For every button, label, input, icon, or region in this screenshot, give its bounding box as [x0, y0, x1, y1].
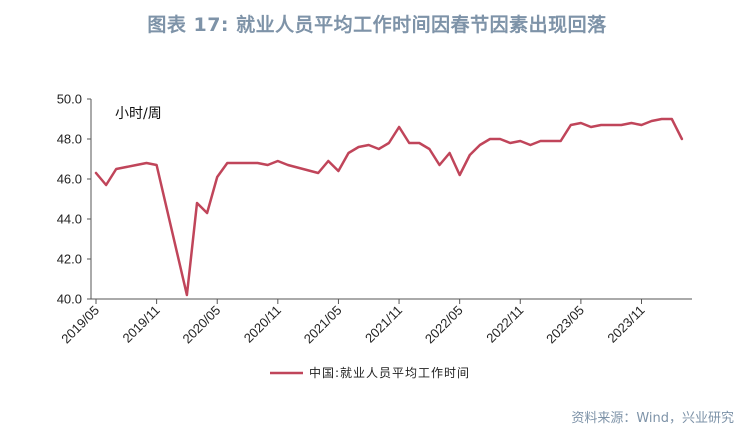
- axes: [90, 99, 692, 300]
- x-tick-label: 2022/11: [483, 303, 526, 346]
- legend: 中国:就业人员平均工作时间: [270, 365, 470, 380]
- x-tick-label: 2021/11: [362, 303, 405, 346]
- x-tick-label: 2019/11: [120, 303, 163, 346]
- y-tick-label: 48.0: [57, 132, 82, 147]
- x-tick-label: 2020/11: [241, 303, 284, 346]
- x-axis-ticks: 2019/05 2019/11 2020/05 2020/11 2021/05 2021/…: [58, 299, 648, 347]
- unit-label: 小时/周: [115, 106, 162, 122]
- x-tick-label: 2021/05: [301, 303, 345, 347]
- y-axis-ticks: 40.0 42.0 44.0 46.0 48.0 50.0: [57, 92, 91, 307]
- source-note: 资料来源：Wind，兴业研究: [571, 411, 734, 426]
- x-tick-label: 2020/05: [180, 303, 224, 347]
- y-tick-label: 42.0: [57, 252, 82, 267]
- series-layer: [94, 117, 684, 297]
- x-tick-label: 2023/05: [543, 303, 587, 347]
- legend-label: 中国:就业人员平均工作时间: [309, 365, 470, 380]
- y-tick-label: 50.0: [57, 92, 82, 107]
- x-tick-label: 2022/05: [422, 303, 466, 347]
- x-tick-label: 2023/11: [604, 303, 647, 346]
- x-tick-label: 2019/05: [58, 303, 102, 347]
- y-tick-label: 46.0: [57, 172, 82, 187]
- series-line: [94, 117, 684, 297]
- chart-title: 图表 17: 就业人员平均工作时间因春节因素出现回落: [147, 14, 607, 36]
- y-tick-label: 40.0: [57, 292, 82, 307]
- y-tick-label: 44.0: [57, 212, 82, 227]
